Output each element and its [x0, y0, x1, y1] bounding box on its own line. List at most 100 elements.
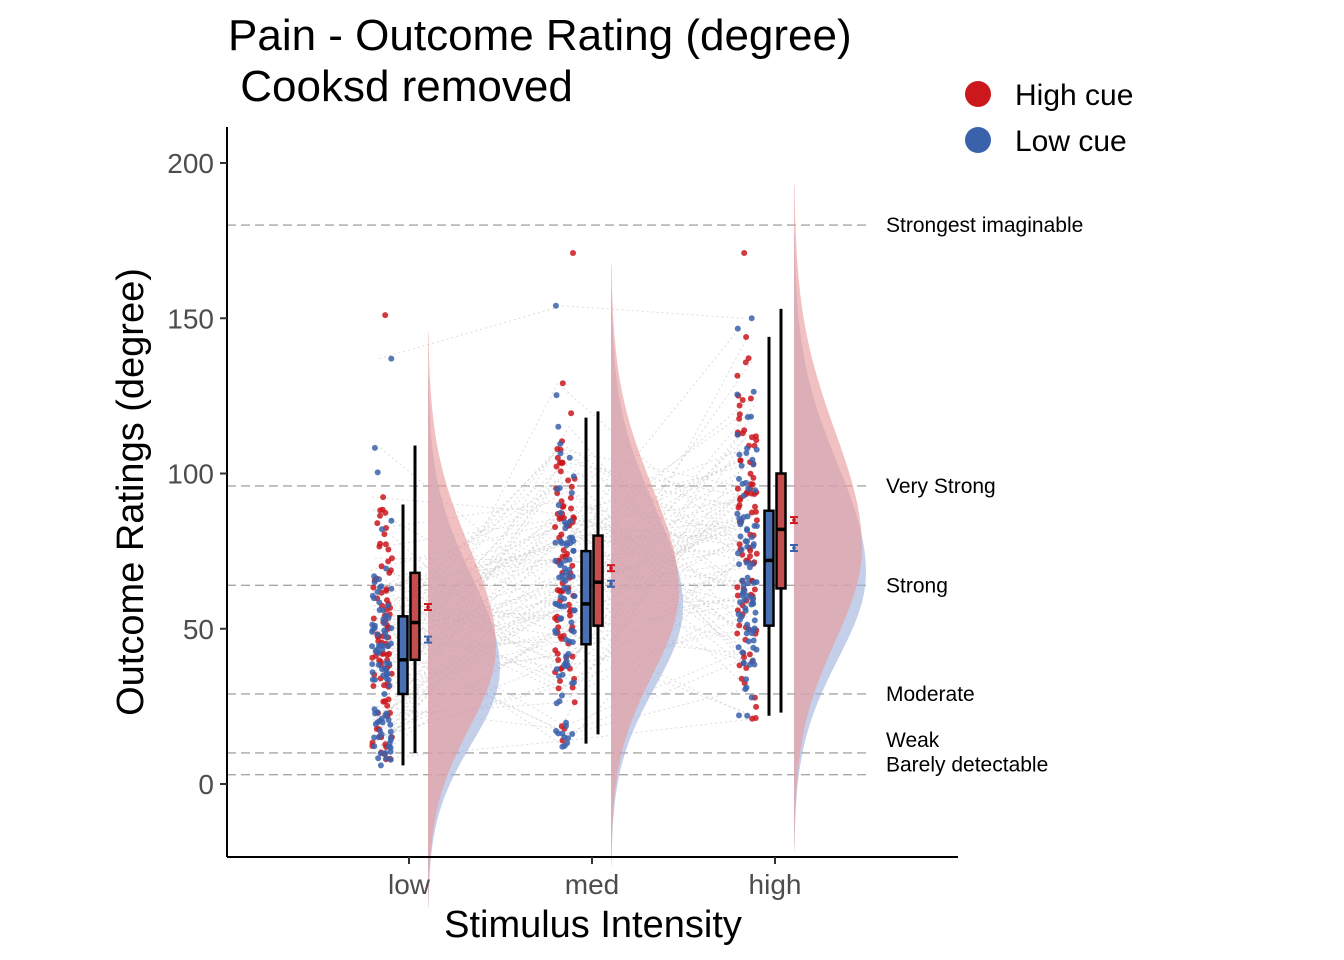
axes: 0 50 100 150 200 low med high: [167, 127, 958, 900]
rain-point: [737, 533, 744, 540]
rain-point: [736, 402, 743, 409]
rain-point: [369, 643, 375, 650]
rain-point: [734, 485, 741, 492]
rain-point: [564, 740, 571, 746]
rain-point: [569, 684, 576, 691]
subject-line: [383, 512, 744, 638]
rain-point: [749, 630, 755, 637]
rain-point: [387, 728, 394, 735]
rain-point: [734, 510, 741, 517]
rain-point: [739, 577, 746, 584]
rain-point: [743, 334, 750, 340]
rain-point: [558, 692, 565, 699]
rain-point: [386, 569, 393, 576]
legend-label: High cue: [1015, 79, 1133, 112]
rain-point: [743, 676, 750, 683]
rain-point: [371, 579, 378, 586]
subject-line: [371, 536, 745, 675]
rain-point: [746, 661, 753, 668]
subject-line: [376, 534, 746, 619]
rain-point: [558, 515, 565, 522]
chart-title-line2: Cooksd removed: [228, 62, 573, 111]
subject-line: [372, 460, 748, 717]
rain-point: [748, 413, 754, 420]
mean-point: [609, 566, 613, 571]
rain-point: [738, 592, 745, 599]
rain-point: [377, 750, 384, 757]
rain-point: [747, 470, 754, 477]
rain-point: [736, 451, 743, 458]
rain-point: [744, 445, 751, 452]
rain-point: [557, 468, 564, 475]
rain-point: [369, 669, 376, 676]
density-high-cue-low: [428, 332, 496, 906]
rain-point: [739, 397, 746, 403]
rain-point: [565, 588, 572, 595]
rain-point: [569, 573, 576, 580]
rain-point: [553, 463, 560, 470]
rain-point: [753, 646, 760, 653]
subject-line: [371, 477, 752, 676]
rain-point: [381, 691, 388, 697]
subject-line: [382, 600, 742, 714]
rain-point: [376, 607, 383, 613]
rain-point: [388, 517, 395, 524]
rain-point: [561, 595, 568, 602]
rain-point: [383, 755, 390, 762]
subject-line: [373, 534, 750, 621]
rain-point: [753, 579, 760, 586]
rain-point: [748, 694, 755, 701]
rain-point: [552, 627, 559, 634]
boxplots: [397, 308, 787, 766]
rain-point: [741, 587, 748, 594]
rain-point: [568, 505, 574, 512]
rain-point: [562, 569, 569, 575]
rain-point: [384, 702, 391, 709]
rain-point: [736, 475, 742, 482]
density-high-cue-med: [611, 264, 679, 860]
subject-line: [370, 462, 754, 621]
rain-point: [386, 740, 393, 747]
rain-point: [746, 651, 753, 658]
rain-point: [736, 616, 743, 623]
reference-lines: Strongest imaginable Very Strong Strong Mod…: [227, 214, 1083, 777]
rain-point: [752, 503, 758, 510]
rain-point: [369, 592, 376, 599]
rain-point: [750, 637, 757, 644]
rain-point: [748, 509, 755, 516]
rain-point: [379, 642, 386, 649]
rain-point: [568, 410, 575, 417]
rain-point: [750, 388, 757, 395]
rain-point: [560, 503, 567, 510]
rain-point: [744, 543, 751, 550]
rain-point: [753, 437, 760, 444]
rain-point: [382, 712, 389, 719]
rain-point: [382, 509, 389, 516]
rain-point: [747, 553, 753, 560]
rain-point: [742, 686, 749, 693]
rain-point: [374, 469, 381, 476]
rain-point: [552, 524, 559, 530]
x-tick-label: high: [749, 869, 802, 900]
box-low-cue-low: [397, 615, 409, 696]
rain-point: [744, 526, 750, 533]
rain-point: [571, 593, 578, 600]
box-low-cue-high: [763, 509, 775, 627]
rain-point: [567, 612, 573, 619]
subject-line: [379, 305, 744, 360]
rain-point: [738, 462, 745, 469]
rain-point: [380, 494, 387, 501]
subject-line: [373, 405, 755, 638]
rain-point: [737, 521, 744, 528]
rain-point: [374, 631, 381, 638]
rain-point: [563, 542, 570, 549]
rain-point: [744, 574, 751, 581]
reference-label: Moderate: [886, 683, 975, 706]
rain-point: [388, 585, 395, 592]
density-high-cue-high: [794, 184, 862, 847]
rain-point: [752, 715, 759, 721]
subject-line: [380, 560, 741, 689]
mean-point: [426, 605, 430, 609]
subject-line: [383, 515, 752, 624]
